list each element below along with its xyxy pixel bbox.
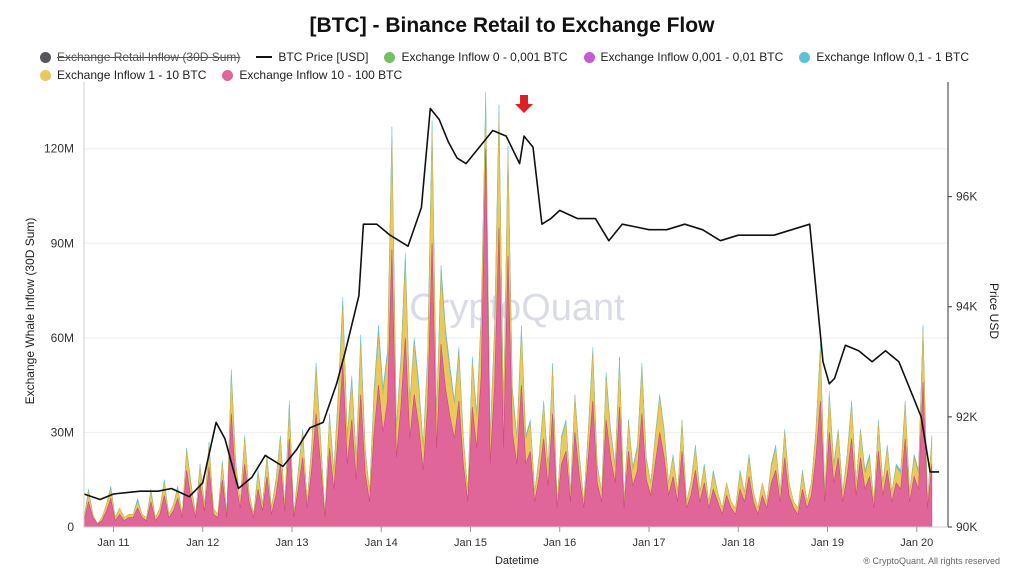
x-tick-label: Jan 15 xyxy=(454,537,487,549)
legend-label: Exchange Retail Inflow (30D Sum) xyxy=(57,50,241,64)
y-axis-left-title: Exchange Whale Inflow (30D Sum) xyxy=(23,218,37,405)
y-left-tick-label: 120M xyxy=(44,142,74,156)
x-tick-label: Jan 13 xyxy=(275,537,308,549)
x-tick-label: Jan 16 xyxy=(543,537,576,549)
legend-line-icon xyxy=(256,56,273,58)
y-right-tick-label: 94K xyxy=(956,300,977,314)
x-tick-label: Jan 17 xyxy=(632,537,665,549)
legend-label: Exchange Inflow 0,001 - 0,01 BTC xyxy=(600,50,784,64)
y-left-tick-label: 60M xyxy=(51,331,74,345)
legend-dot-icon xyxy=(583,51,595,63)
legend-label: BTC Price [USD] xyxy=(278,50,369,64)
y-axis-right: 90K 92K 94K 96K xyxy=(947,82,977,534)
legend: Exchange Retail Inflow (30D Sum) BTC Pri… xyxy=(40,48,1000,84)
x-axis-title: Datetime xyxy=(495,555,539,567)
legend-dot-icon xyxy=(40,51,51,63)
x-tick-label: Jan 18 xyxy=(722,537,755,549)
legend-item-inflow-1-10[interactable]: Exchange Inflow 1 - 10 BTC xyxy=(40,68,206,82)
annotation xyxy=(515,95,534,113)
x-tick-label: Jan 20 xyxy=(900,537,933,549)
x-tick-label: Jan 11 xyxy=(97,537,129,549)
x-tick-label: Jan 12 xyxy=(186,537,219,549)
y-left-tick-label: 0 xyxy=(67,520,74,534)
price-line-group xyxy=(83,107,940,501)
legend-item-inflow-01-1[interactable]: Exchange Inflow 0,1 - 1 BTC xyxy=(799,50,969,64)
chart-title: [BTC] - Binance Retail to Exchange Flow xyxy=(309,14,715,37)
legend-dot-icon xyxy=(222,69,234,81)
legend-item-retail-inflow[interactable]: Exchange Retail Inflow (30D Sum) xyxy=(40,50,240,64)
legend-dot-icon xyxy=(799,51,811,63)
y-axis-right-title: Price USD xyxy=(987,283,1001,339)
credit-text: ® CryptoQuant. All rights reserved xyxy=(863,556,1000,566)
x-tick-label: Jan 19 xyxy=(811,537,844,549)
legend-label: Exchange Inflow 0,1 - 1 BTC xyxy=(816,50,970,64)
y-left-tick-label: 30M xyxy=(51,425,74,439)
legend-row-2: Exchange Inflow 1 - 10 BTC Exchange Infl… xyxy=(40,66,1000,84)
red-arrow-icon xyxy=(515,95,534,113)
y-right-tick-label: 92K xyxy=(956,410,977,424)
legend-item-inflow-0001-001[interactable]: Exchange Inflow 0,001 - 0,01 BTC xyxy=(583,50,784,64)
y-left-tick-label: 90M xyxy=(51,236,74,250)
legend-item-inflow-0-0001[interactable]: Exchange Inflow 0 - 0,001 BTC xyxy=(384,50,568,64)
price-line xyxy=(83,107,940,501)
x-tick-label: Jan 14 xyxy=(365,537,398,549)
y-right-tick-label: 90K xyxy=(956,520,977,534)
legend-item-btc-price[interactable]: BTC Price [USD] xyxy=(256,50,368,64)
legend-item-inflow-10-100[interactable]: Exchange Inflow 10 - 100 BTC xyxy=(222,68,402,82)
legend-label: Exchange Inflow 1 - 10 BTC xyxy=(57,68,207,82)
x-axis: Jan 11 Jan 12 Jan 13 Jan 14 Jan 15 Jan 16 Jan … xyxy=(84,526,948,549)
legend-dot-icon xyxy=(40,69,51,81)
y-right-tick-label: 96K xyxy=(956,190,977,204)
inflow-areas xyxy=(83,91,933,528)
legend-row-1: Exchange Retail Inflow (30D Sum) BTC Pri… xyxy=(40,48,1000,66)
y-axis-left: 0 30M 60M 90M 120M xyxy=(44,82,85,534)
legend-label: Exchange Inflow 10 - 100 BTC xyxy=(239,68,403,82)
legend-dot-icon xyxy=(384,51,396,63)
legend-label: Exchange Inflow 0 - 0,001 BTC xyxy=(401,50,568,64)
